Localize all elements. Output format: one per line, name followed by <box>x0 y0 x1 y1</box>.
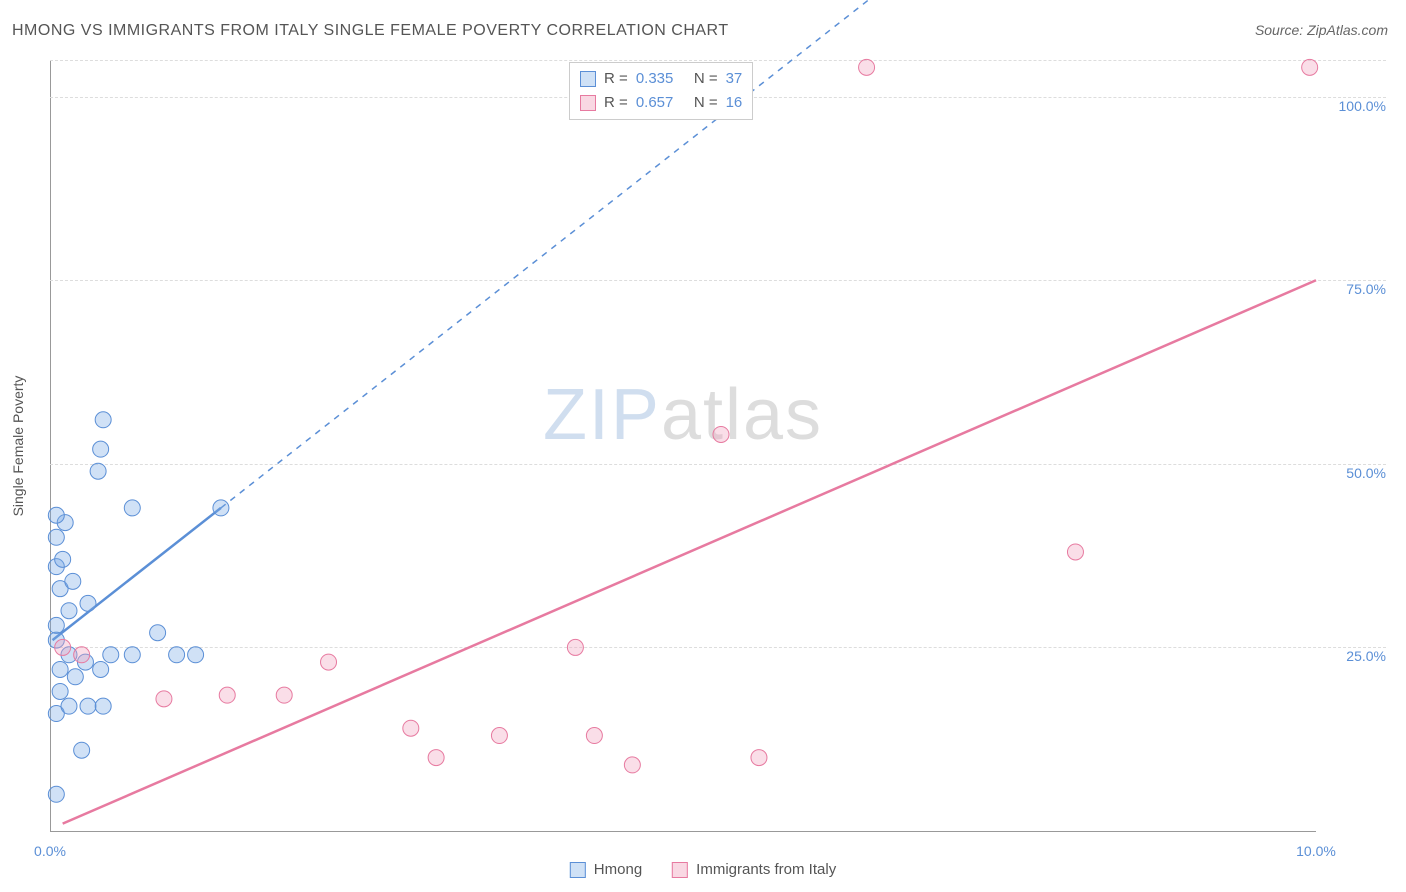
data-point <box>80 698 96 714</box>
data-point <box>48 786 64 802</box>
n-value: 16 <box>726 91 743 115</box>
trend-line <box>53 508 221 640</box>
data-point <box>124 500 140 516</box>
n-label: N = <box>694 67 718 91</box>
legend-row: R = 0.657 N = 16 <box>580 91 742 115</box>
source-label: Source: <box>1255 22 1307 38</box>
data-point <box>52 683 68 699</box>
x-tick-label: 0.0% <box>34 843 66 859</box>
data-point <box>491 728 507 744</box>
data-point <box>859 59 875 75</box>
r-label: R = <box>604 91 628 115</box>
data-point <box>321 654 337 670</box>
r-label: R = <box>604 67 628 91</box>
source-name: ZipAtlas.com <box>1307 22 1388 38</box>
legend-swatch <box>580 95 596 111</box>
series-legend: Hmong Immigrants from Italy <box>570 861 836 878</box>
data-point <box>93 441 109 457</box>
data-point <box>586 728 602 744</box>
n-value: 37 <box>726 67 743 91</box>
legend-swatch <box>672 862 688 878</box>
data-point <box>213 500 229 516</box>
legend-label: Immigrants from Italy <box>696 861 836 878</box>
y-tick-label: 75.0% <box>1346 263 1386 297</box>
data-point <box>751 750 767 766</box>
x-tick-label: 10.0% <box>1296 843 1336 859</box>
r-value: 0.335 <box>636 67 686 91</box>
data-point <box>95 412 111 428</box>
data-point <box>55 639 71 655</box>
trend-line <box>63 280 1316 823</box>
legend-label: Hmong <box>594 861 642 878</box>
data-point <box>48 617 64 633</box>
legend-swatch <box>580 71 596 87</box>
data-point <box>169 647 185 663</box>
data-point <box>52 661 68 677</box>
chart-plot-area: ZIPatlas R =0.335N =37R =0.657N =16 25.0… <box>50 60 1316 832</box>
legend-item: Hmong <box>570 861 642 878</box>
data-point <box>428 750 444 766</box>
data-point <box>150 625 166 641</box>
data-point <box>95 698 111 714</box>
data-point <box>74 647 90 663</box>
r-value: 0.657 <box>636 91 686 115</box>
data-point <box>156 691 172 707</box>
legend-item: Immigrants from Italy <box>672 861 836 878</box>
chart-title: HMONG VS IMMIGRANTS FROM ITALY SINGLE FE… <box>12 22 729 40</box>
data-point <box>124 647 140 663</box>
y-tick-label: 25.0% <box>1346 630 1386 664</box>
data-point <box>1067 544 1083 560</box>
source-credit: Source: ZipAtlas.com <box>1255 22 1388 38</box>
data-point <box>624 757 640 773</box>
data-point <box>103 647 119 663</box>
correlation-legend: R = 0.335 N = 37 R = 0.657 N = 16 <box>569 62 753 120</box>
data-point <box>567 639 583 655</box>
data-point <box>713 426 729 442</box>
data-point <box>403 720 419 736</box>
data-point <box>90 463 106 479</box>
data-point <box>48 507 64 523</box>
n-label: N = <box>694 91 718 115</box>
y-axis-title: Single Female Poverty <box>10 376 26 517</box>
data-point <box>61 698 77 714</box>
trend-line-extrapolated <box>221 0 886 508</box>
legend-row: R = 0.335 N = 37 <box>580 67 742 91</box>
legend-swatch <box>570 862 586 878</box>
y-tick-label: 50.0% <box>1346 447 1386 481</box>
data-point <box>65 573 81 589</box>
data-point <box>188 647 204 663</box>
data-point <box>80 595 96 611</box>
y-tick-label: 100.0% <box>1339 80 1386 114</box>
data-point <box>55 551 71 567</box>
data-point <box>276 687 292 703</box>
data-point <box>48 529 64 545</box>
data-point <box>61 603 77 619</box>
data-point <box>1302 59 1318 75</box>
data-point <box>74 742 90 758</box>
data-point <box>219 687 235 703</box>
data-point <box>93 661 109 677</box>
chart-svg <box>50 60 1316 831</box>
data-point <box>67 669 83 685</box>
